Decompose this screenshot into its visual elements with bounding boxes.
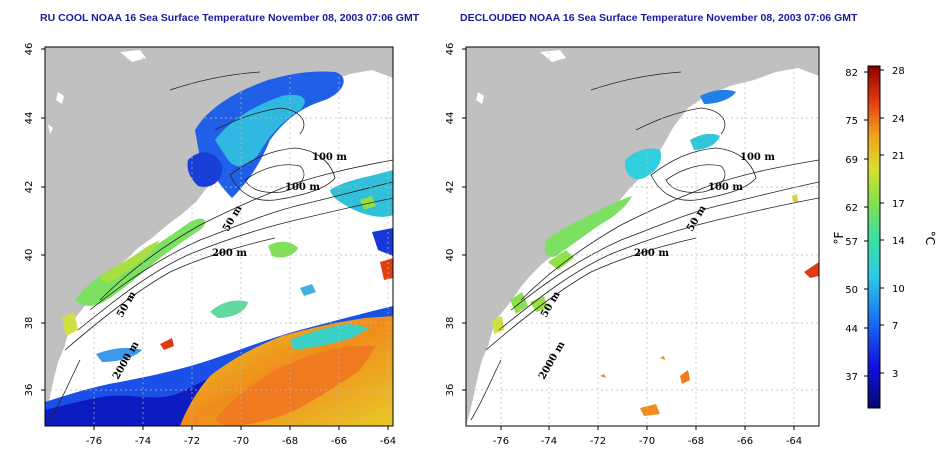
fahrenheit-tick: 57 — [845, 237, 858, 248]
celsius-tick: 3 — [892, 369, 898, 380]
celsius-tick: 10 — [892, 284, 905, 295]
fahrenheit-tick: 50 — [845, 285, 858, 296]
x-tick-label: -72 — [590, 436, 606, 447]
x-tick-label: -68 — [688, 436, 704, 447]
fahrenheit-tick: 37 — [845, 372, 858, 383]
x-tick-label: -68 — [282, 436, 298, 447]
x-tick-label: -66 — [331, 436, 347, 447]
contour-label: 100 m — [708, 182, 743, 193]
celsius-tick: 17 — [892, 199, 905, 210]
x-tick-label: -74 — [541, 436, 557, 447]
fahrenheit-tick: 82 — [845, 68, 858, 79]
contour-label: 100 m — [312, 152, 347, 163]
y-tick-label: 46 — [445, 43, 456, 56]
y-tick-label: 42 — [24, 181, 35, 194]
celsius-tick: 21 — [892, 151, 905, 162]
x-tick-label: -76 — [493, 436, 509, 447]
fahrenheit-tick: 75 — [845, 116, 858, 127]
y-tick-label: 40 — [445, 249, 456, 262]
y-tick-label: 46 — [24, 43, 35, 56]
left-map-panel: 100 m 100 m 50 m 200 m 50 m 2000 m -76 -… — [24, 43, 396, 447]
land-mass — [45, 47, 393, 426]
y-tick-label: 38 — [24, 317, 35, 330]
fahrenheit-tick: 69 — [845, 155, 858, 166]
y-tick-label: 42 — [445, 181, 456, 194]
x-tick-label: -72 — [184, 436, 200, 447]
right-map-panel: 100 m 100 m 50 m 200 m 50 m 2000 m -76 -… — [445, 43, 820, 447]
colorbar-gradient — [867, 65, 881, 409]
y-tick-label: 38 — [445, 317, 456, 330]
y-tick-label: 44 — [445, 112, 456, 125]
celsius-tick: 28 — [892, 66, 905, 77]
x-tick-label: -70 — [233, 436, 249, 447]
celsius-tick: 24 — [892, 114, 905, 125]
fahrenheit-tick: 62 — [845, 203, 858, 214]
right-panel-title: DECLOUDED NOAA 16 Sea Surface Temperatur… — [460, 12, 858, 24]
left-panel-title: RU COOL NOAA 16 Sea Surface Temperature … — [40, 12, 420, 24]
celsius-tick: 7 — [892, 321, 898, 332]
contour-label: 100 m — [740, 152, 775, 163]
x-tick-label: -76 — [86, 436, 102, 447]
x-tick-label: -64 — [380, 436, 396, 447]
y-tick-label: 36 — [445, 384, 456, 397]
x-tick-label: -74 — [135, 436, 151, 447]
temperature-colorbar: 82 75 69 62 57 50 44 37 28 24 21 17 14 1… — [832, 65, 937, 409]
x-tick-label: -70 — [639, 436, 655, 447]
land-mass — [466, 47, 819, 426]
y-tick-label: 44 — [24, 112, 35, 125]
y-tick-label: 40 — [24, 249, 35, 262]
fahrenheit-axis-label: °F — [832, 231, 846, 244]
celsius-axis-label: °C — [923, 231, 937, 245]
contour-label: 200 m — [212, 248, 247, 259]
celsius-tick: 14 — [892, 236, 905, 247]
fahrenheit-tick: 44 — [845, 324, 858, 335]
x-tick-label: -66 — [737, 436, 753, 447]
y-tick-label: 36 — [24, 384, 35, 397]
contour-label: 200 m — [634, 248, 669, 259]
x-tick-label: -64 — [786, 436, 802, 447]
contour-label: 100 m — [285, 182, 320, 193]
